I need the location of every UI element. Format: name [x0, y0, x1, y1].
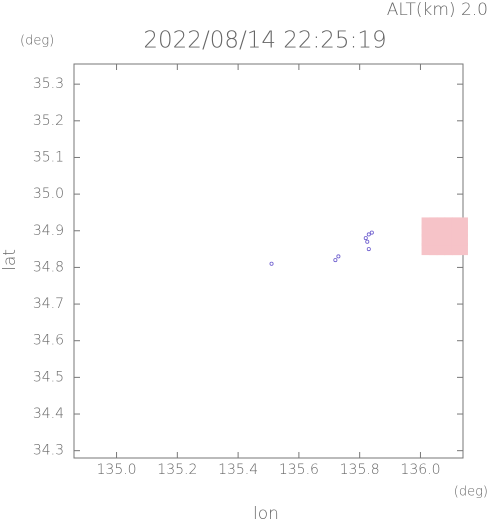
y-unit: (deg) — [20, 34, 54, 49]
y-tick-label: 35.0 — [33, 186, 64, 202]
y-tick-label: 35.1 — [33, 149, 64, 165]
chart-title: 2022/08/14 22:25:19 — [143, 28, 386, 54]
x-tick-label: 136.0 — [400, 462, 440, 478]
x-tick-label: 135.2 — [157, 462, 197, 478]
y-tick-label: 34.3 — [33, 443, 64, 459]
y-tick-label: 35.2 — [33, 113, 64, 129]
echo-point — [365, 239, 370, 244]
echo-point — [366, 232, 371, 237]
altitude-label: ALT(km) 2.0 — [387, 0, 488, 20]
y-tick-label: 34.8 — [33, 259, 64, 275]
y-axis-label: lat — [0, 249, 20, 271]
y-tick-label: 34.7 — [33, 296, 64, 312]
echo-point — [363, 236, 368, 241]
y-tick-label: 34.9 — [33, 223, 64, 239]
echo-cell — [451, 233, 468, 246]
echo-point — [269, 261, 274, 266]
echo-cell — [451, 217, 468, 230]
echo-point — [336, 254, 341, 259]
plot-frame — [73, 63, 464, 459]
x-axis-label: lon — [253, 504, 279, 521]
x-tick-label: 135.4 — [218, 462, 258, 478]
echo-point — [369, 230, 374, 235]
y-tick-label: 35.3 — [33, 76, 64, 92]
echo-point — [366, 247, 371, 252]
y-tick-label: 34.4 — [33, 406, 64, 422]
x-tick-label: 135.6 — [279, 462, 319, 478]
echo-point — [333, 258, 338, 263]
x-tick-label: 135.8 — [340, 462, 380, 478]
x-tick-label: 135.0 — [97, 462, 137, 478]
y-tick-label: 34.5 — [33, 369, 64, 385]
echo-cell — [451, 243, 468, 256]
y-tick-label: 34.6 — [33, 333, 64, 349]
x-unit: (deg) — [454, 485, 488, 500]
